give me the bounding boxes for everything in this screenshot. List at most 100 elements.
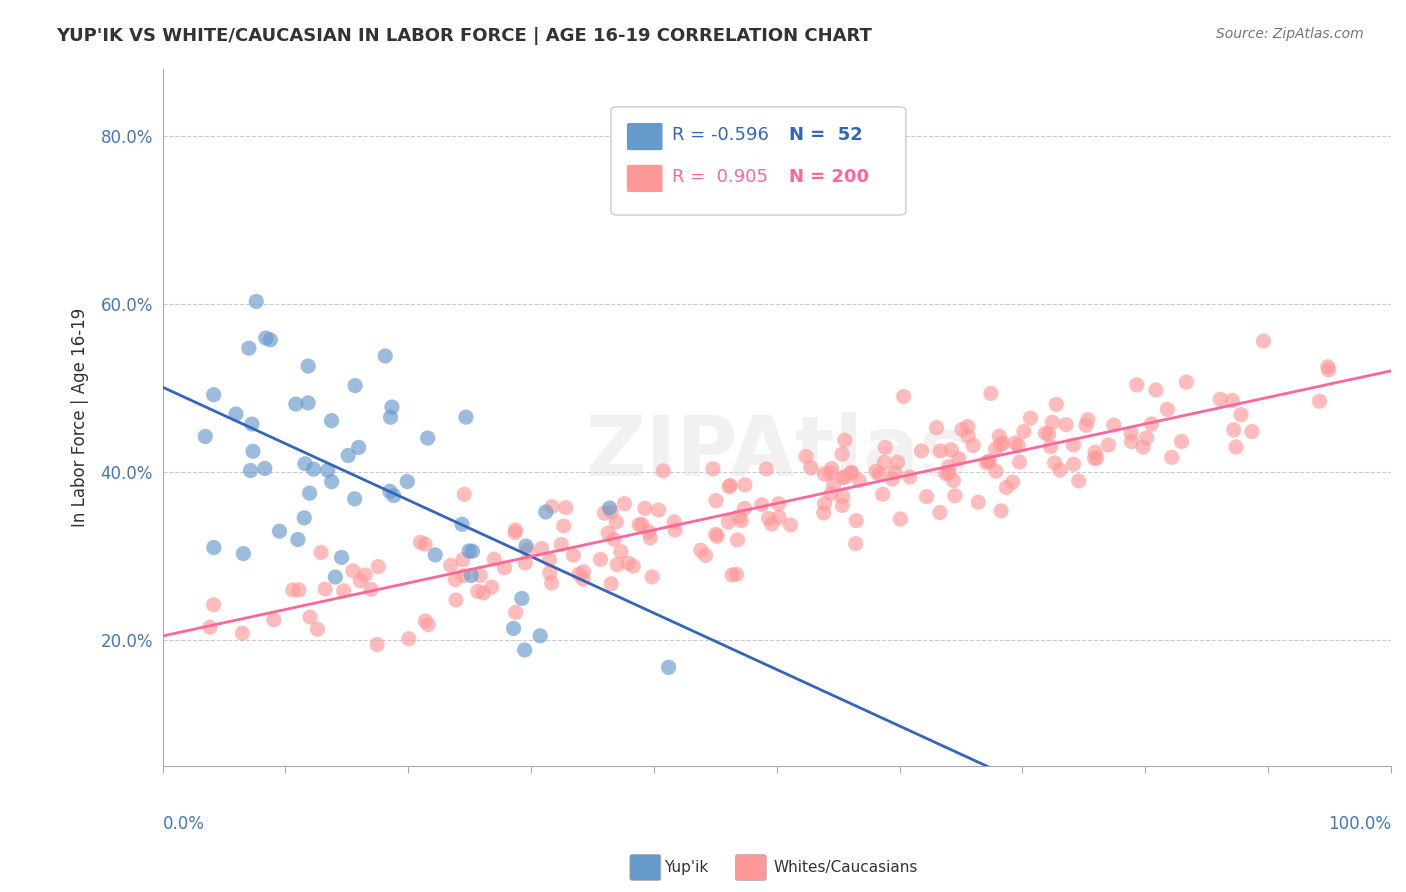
Point	[550, 537, 572, 551]
Point	[976, 456, 998, 470]
Point	[297, 396, 319, 410]
Text: ZIPAtlas: ZIPAtlas	[585, 412, 969, 492]
Point	[1019, 411, 1042, 425]
Point	[1084, 445, 1107, 459]
Text: Yup'ik: Yup'ik	[664, 861, 707, 875]
Point	[832, 470, 855, 484]
Point	[232, 547, 254, 561]
Point	[1097, 438, 1119, 452]
Point	[242, 444, 264, 458]
Point	[541, 500, 564, 514]
Point	[416, 431, 439, 445]
Point	[950, 423, 973, 437]
Point	[935, 467, 957, 481]
Point	[610, 545, 633, 559]
Point	[409, 535, 432, 549]
Point	[1170, 434, 1192, 449]
Point	[589, 552, 612, 566]
Point	[1054, 417, 1077, 432]
Point	[967, 495, 990, 509]
Point	[813, 497, 835, 511]
Point	[761, 517, 783, 532]
Point	[1067, 474, 1090, 488]
Point	[481, 580, 503, 594]
Point	[962, 439, 984, 453]
Point	[309, 545, 332, 559]
Point	[734, 478, 756, 492]
Point	[202, 598, 225, 612]
Point	[534, 505, 557, 519]
Point	[1230, 408, 1253, 422]
Point	[314, 582, 336, 596]
Point	[593, 506, 616, 520]
Point	[1121, 434, 1143, 449]
Point	[484, 552, 506, 566]
Point	[202, 541, 225, 555]
Point	[553, 519, 575, 533]
Point	[652, 464, 675, 478]
Point	[360, 582, 382, 597]
Point	[845, 514, 868, 528]
Point	[1045, 397, 1067, 411]
Point	[600, 576, 623, 591]
Point	[516, 543, 538, 558]
Point	[572, 572, 595, 586]
Point	[938, 459, 960, 474]
Point	[1223, 423, 1246, 437]
Point	[718, 480, 741, 494]
Point	[316, 463, 339, 477]
Point	[634, 501, 657, 516]
Point	[834, 470, 856, 484]
Point	[1240, 425, 1263, 439]
Point	[440, 558, 463, 573]
Point	[1160, 450, 1182, 465]
Point	[991, 436, 1014, 450]
Point	[875, 440, 897, 454]
Point	[1121, 426, 1143, 441]
FancyBboxPatch shape	[627, 123, 662, 150]
Point	[664, 523, 686, 537]
Point	[231, 626, 253, 640]
Text: N =  52: N = 52	[789, 126, 863, 144]
Point	[374, 349, 396, 363]
Point	[202, 388, 225, 402]
Point	[1083, 451, 1105, 466]
Point	[1012, 425, 1035, 439]
Point	[382, 489, 405, 503]
Point	[606, 558, 628, 572]
Point	[453, 568, 475, 582]
Point	[554, 500, 576, 515]
Point	[990, 437, 1012, 451]
Point	[631, 517, 654, 532]
Point	[263, 613, 285, 627]
Point	[794, 450, 817, 464]
Point	[893, 390, 915, 404]
Point	[254, 331, 277, 345]
Point	[343, 491, 366, 506]
Text: YUP'IK VS WHITE/CAUCASIAN IN LABOR FORCE | AGE 16-19 CORRELATION CHART: YUP'IK VS WHITE/CAUCASIAN IN LABOR FORCE…	[56, 27, 872, 45]
Point	[664, 515, 686, 529]
Point	[848, 474, 870, 488]
Point	[1308, 394, 1330, 409]
Point	[321, 475, 343, 489]
Point	[568, 567, 591, 582]
Point	[621, 559, 644, 574]
FancyBboxPatch shape	[627, 165, 662, 192]
FancyBboxPatch shape	[612, 107, 905, 215]
Point	[505, 523, 527, 537]
Point	[704, 493, 727, 508]
Point	[444, 593, 467, 607]
Point	[1042, 415, 1064, 429]
Point	[995, 481, 1018, 495]
Point	[768, 497, 790, 511]
Point	[704, 527, 727, 541]
Point	[845, 536, 868, 550]
Point	[470, 568, 492, 582]
Point	[451, 552, 474, 566]
Point	[813, 506, 835, 520]
Point	[467, 584, 489, 599]
Point	[957, 429, 980, 443]
Point	[287, 533, 309, 547]
Point	[239, 464, 262, 478]
Point	[1004, 436, 1026, 450]
